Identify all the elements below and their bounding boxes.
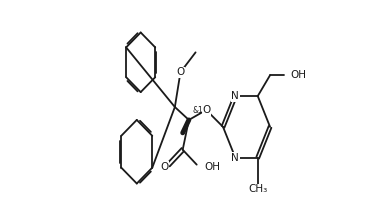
Text: O: O [202, 105, 210, 115]
Text: OH: OH [290, 70, 306, 80]
Text: &1: &1 [192, 105, 203, 115]
Text: N: N [231, 91, 239, 101]
Text: OH: OH [204, 162, 220, 172]
Text: O: O [160, 162, 168, 172]
Text: N: N [231, 153, 239, 163]
Text: CH₃: CH₃ [248, 184, 267, 194]
Text: O: O [176, 67, 184, 77]
